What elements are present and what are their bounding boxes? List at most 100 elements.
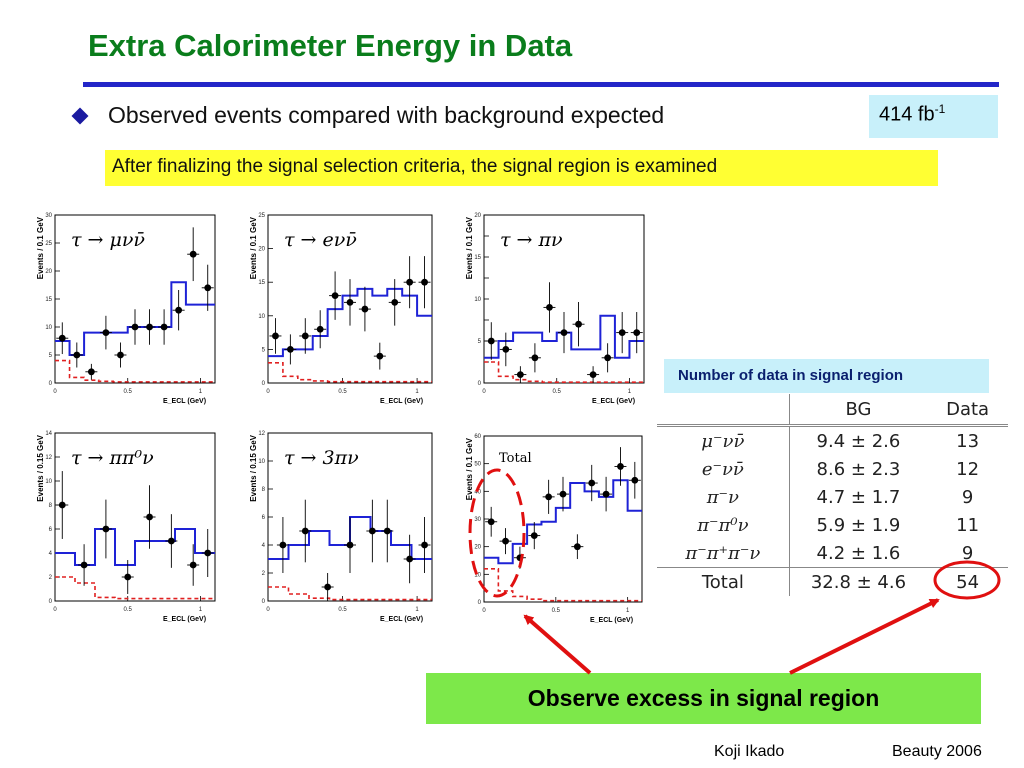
x-tick-label: 1 (199, 389, 203, 395)
y-axis-label: Events / 0.1 GeV (465, 437, 474, 500)
data-point (531, 354, 539, 362)
data-point (421, 541, 428, 549)
panel-title: Total (499, 451, 532, 466)
panel-title: τ → eνν̄ (284, 229, 357, 251)
x-tick-label: 1 (199, 607, 203, 613)
y-tick-label: 12 (45, 455, 52, 461)
y-tick-label: 0 (49, 381, 53, 387)
y-tick-label: 2 (49, 575, 53, 581)
y-tick-label: 5 (49, 353, 53, 359)
y-axis-label: Events / 0.1 GeV (36, 216, 45, 279)
data-point (80, 561, 88, 569)
data-point (618, 329, 626, 336)
x-tick-label: 0.5 (124, 607, 133, 613)
table-caption: Number of data in signal region (664, 359, 989, 393)
x-axis-label: E_ECL (GeV) (380, 398, 423, 405)
bg-cell: 8.6 ± 2.3 (816, 458, 901, 480)
data-point (560, 329, 568, 336)
x-tick-label: 0 (53, 389, 57, 395)
data-point (617, 463, 624, 470)
data-point (487, 518, 495, 526)
x-axis-label: E_ECL (GeV) (590, 617, 633, 624)
y-tick-label: 60 (474, 434, 481, 440)
y-tick-label: 5 (478, 339, 482, 345)
data-point (73, 351, 81, 359)
y-tick-label: 6 (262, 515, 266, 521)
y-tick-label: 20 (474, 213, 481, 219)
data-point (102, 525, 110, 533)
arrow-to-plot (523, 614, 592, 675)
panel-title: τ → ππ⁰ν (71, 447, 154, 469)
data-cell: 9 (961, 486, 974, 508)
data-point (516, 371, 524, 378)
y-tick-label: 40 (474, 489, 481, 495)
data-point (279, 541, 287, 549)
x-tick-label: 1 (626, 608, 630, 614)
data-point (102, 329, 110, 336)
data-point (58, 334, 66, 342)
table-header-bg: BG (789, 394, 928, 427)
data-point (406, 555, 414, 563)
y-tick-label: 0 (478, 381, 482, 387)
y-tick-label: 5 (262, 347, 266, 353)
data-point (131, 323, 139, 331)
y-tick-label: 30 (474, 517, 481, 523)
data-point (58, 501, 66, 509)
signal-mc-histogram (268, 586, 432, 601)
y-tick-label: 15 (258, 280, 265, 286)
x-tick-label: 0 (482, 608, 486, 614)
x-axis-label: E_ECL (GeV) (163, 616, 206, 623)
data-cell: 11 (956, 514, 980, 536)
x-tick-label: 1 (628, 389, 632, 395)
bg-cell: 9.4 ± 2.6 (816, 430, 901, 452)
y-tick-label: 50 (474, 462, 481, 468)
data-point (361, 305, 369, 313)
histogram-panel: 0 5 10 15 20 25 30 0 0.5 1 E_ECL (GeV) Events / 0.1… (36, 213, 216, 405)
table-header-mode (657, 394, 790, 427)
x-tick-label: 1 (415, 389, 419, 395)
data-point (146, 513, 153, 521)
bullet-text: Observed events compared with background… (108, 102, 665, 128)
luminosity-exponent: -1 (934, 102, 946, 116)
data-point (167, 537, 175, 545)
y-tick-label: 8 (262, 487, 266, 493)
table-row: e⁻νν̄ 8.6 ± 2.3 12 (657, 455, 1008, 483)
bg-cell: 4.2 ± 1.6 (816, 542, 901, 564)
mode-cell: π⁻π⁺π⁻ν (657, 539, 790, 568)
histogram-panel: 0 10 20 30 40 50 60 0 0.5 1 E_ECL (GeV) Events / 0.… (465, 434, 643, 624)
table-header-data: Data (927, 394, 1008, 427)
y-tick-label: 2 (262, 571, 266, 577)
plot-frame (483, 435, 643, 603)
y-tick-label: 10 (45, 479, 52, 485)
page-title: Extra Calorimeter Energy in Data (88, 28, 573, 63)
y-tick-label: 14 (45, 431, 52, 437)
y-tick-label: 15 (474, 255, 481, 261)
data-point (588, 479, 596, 487)
data-point (346, 298, 354, 306)
x-tick-label: 0.5 (552, 608, 561, 614)
y-tick-label: 30 (45, 213, 52, 219)
x-tick-label: 0.5 (553, 389, 562, 395)
highlight-note: After finalizing the signal selection cr… (105, 150, 938, 186)
data-point (124, 573, 132, 581)
y-tick-label: 4 (49, 551, 53, 557)
footer-author: Koji Ikado (714, 743, 785, 760)
data-point (189, 250, 197, 258)
data-point (487, 337, 495, 345)
data-point (316, 325, 324, 333)
excess-callout: Observe excess in signal region (426, 673, 981, 724)
y-tick-label: 8 (49, 503, 53, 509)
histogram-panel: 0 2 4 6 8 10 12 14 0 0.5 1 E_ECL (GeV) Events / 0.15… (36, 431, 216, 623)
y-tick-label: 10 (45, 325, 52, 331)
plot-frame (483, 214, 645, 384)
data-point (117, 351, 124, 359)
mode-cell: π⁻ν (657, 483, 790, 511)
data-point (633, 329, 641, 336)
data-cell: 9 (961, 542, 974, 564)
data-point (346, 541, 354, 549)
mode-cell: e⁻νν̄ (657, 455, 790, 483)
y-tick-label: 0 (49, 599, 53, 605)
data-point (146, 323, 153, 331)
y-tick-label: 6 (49, 527, 53, 533)
